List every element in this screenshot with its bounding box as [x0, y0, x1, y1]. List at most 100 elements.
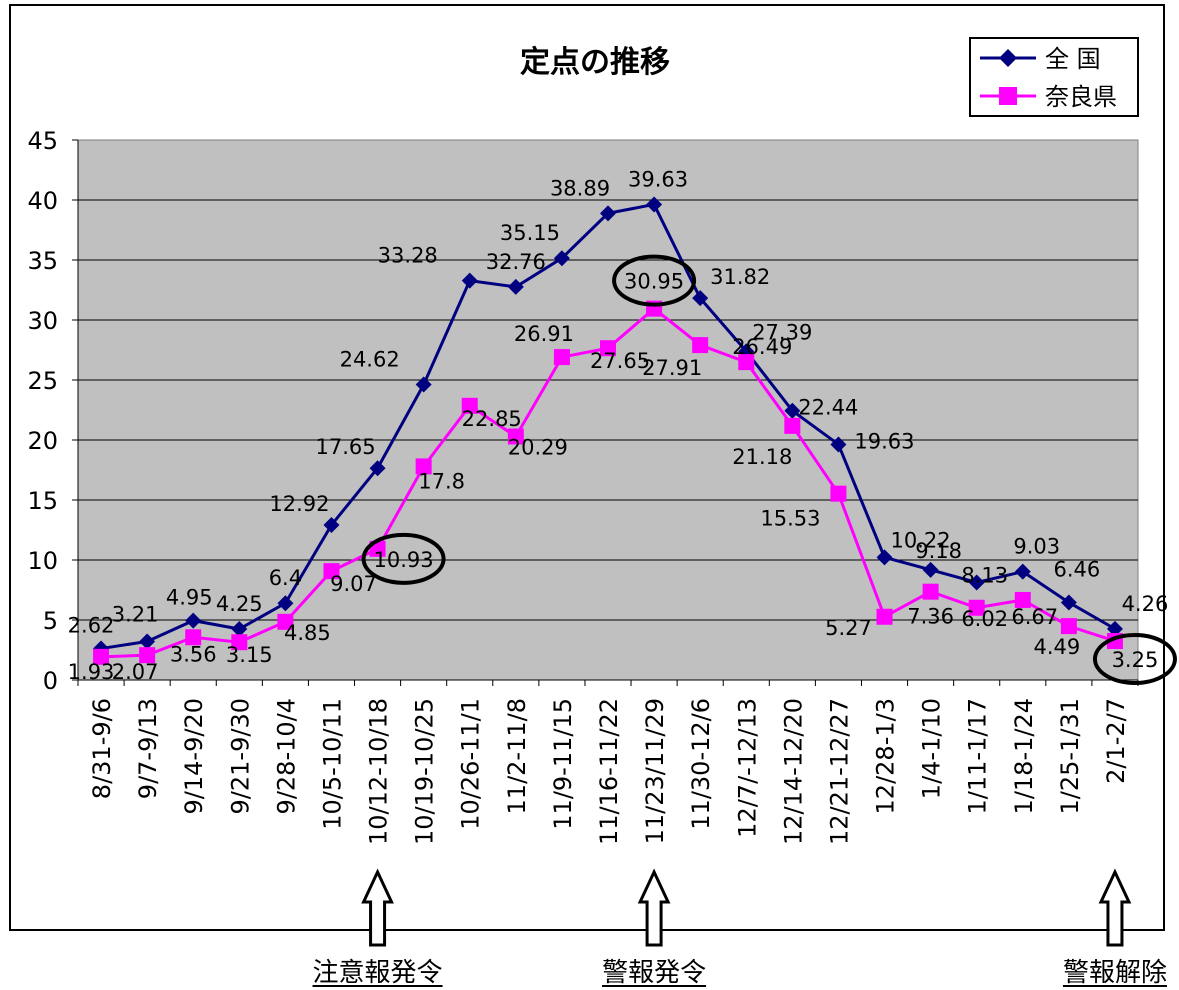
data-label: 39.63 — [628, 167, 688, 191]
x-tick-label: 11/30-12/6 — [687, 698, 715, 830]
annotation-label: 注意報発令 — [312, 958, 443, 988]
x-tick-label: 1/11-1/17 — [964, 698, 992, 814]
y-tick-label: 30 — [27, 307, 58, 335]
data-point-nara — [922, 583, 939, 600]
annotation-label: 警報解除 — [1062, 958, 1167, 988]
y-tick-label: 40 — [27, 187, 58, 215]
x-tick-label: 1/18-1/24 — [1010, 698, 1038, 814]
data-point-nara — [830, 485, 847, 502]
x-tick-label: 11/23/11/29 — [641, 698, 669, 844]
data-label: 3.15 — [226, 643, 273, 667]
x-tick-label: 12/21-12/27 — [825, 698, 853, 845]
data-point-nara — [692, 337, 709, 354]
data-label: 27.65 — [590, 349, 650, 373]
data-label: 5.27 — [825, 616, 872, 640]
data-point-national — [507, 278, 524, 295]
data-point-national — [415, 376, 432, 393]
data-label: 4.85 — [284, 621, 331, 645]
data-label: 4.26 — [1122, 592, 1169, 616]
data-point-national — [968, 574, 985, 591]
data-point-nara — [323, 563, 340, 580]
data-point-national — [922, 561, 939, 578]
data-point-national — [692, 290, 709, 307]
data-label: 9.03 — [1013, 535, 1060, 559]
up-arrow-icon — [637, 868, 671, 947]
data-point-nara — [507, 428, 524, 445]
data-label: 33.28 — [378, 244, 438, 268]
data-label: 6.02 — [961, 607, 1008, 631]
x-tick-label: 1/25-1/31 — [1056, 698, 1084, 814]
y-tick-label: 5 — [43, 607, 58, 635]
x-tick-label: 10/19-10/25 — [411, 698, 439, 845]
up-arrow-icon — [1098, 868, 1132, 947]
data-point-nara — [968, 599, 985, 616]
data-label: 8.13 — [961, 563, 1008, 587]
highlight-ellipse — [612, 254, 697, 307]
legend-label-nara: 奈良県 — [1045, 83, 1117, 111]
data-label: 32.76 — [486, 250, 546, 274]
data-point-nara — [738, 354, 755, 371]
x-tick-label: 11/2-11/8 — [503, 698, 531, 814]
x-tick-label: 11/9-11/15 — [549, 698, 577, 830]
data-point-national — [185, 612, 202, 629]
legend-diamond-marker — [999, 49, 1017, 67]
data-point-national — [323, 516, 340, 533]
x-tick-label: 12/7/-12/13 — [733, 698, 761, 838]
y-tick-label: 45 — [27, 127, 58, 155]
highlight-ellipse — [1092, 633, 1177, 685]
y-tick-label: 20 — [27, 427, 58, 455]
data-label: 4.49 — [1033, 635, 1080, 659]
data-point-national — [369, 460, 386, 477]
highlight-ellipse — [361, 532, 446, 585]
data-point-nara — [600, 340, 616, 357]
data-label: 38.89 — [550, 176, 610, 200]
data-point-nara — [1060, 618, 1077, 635]
data-point-national — [231, 621, 248, 637]
data-label: 1.93 — [68, 660, 115, 684]
data-label: 17.8 — [418, 469, 465, 493]
y-tick-label: 10 — [27, 547, 58, 575]
data-label: 26.91 — [514, 322, 574, 346]
x-tick-label: 9/21-9/30 — [226, 698, 254, 814]
data-point-national — [876, 549, 893, 566]
data-label: 6.46 — [1053, 557, 1100, 581]
data-label: 15.53 — [760, 507, 820, 531]
data-label: 9.07 — [330, 572, 377, 596]
data-label: 21.18 — [732, 445, 792, 469]
data-point-nara — [231, 634, 248, 651]
data-point-national — [784, 402, 801, 419]
data-label: 6.67 — [1011, 605, 1058, 629]
legend-square-marker — [999, 87, 1017, 105]
data-label: 30.95 — [624, 270, 684, 294]
data-label: 17.65 — [316, 435, 376, 459]
y-tick-label: 35 — [27, 247, 58, 275]
data-label: 9.18 — [915, 539, 962, 563]
data-point-nara — [93, 648, 110, 665]
data-label: 31.82 — [710, 265, 770, 289]
plot-area — [77, 139, 1139, 681]
data-label: 10.22 — [890, 528, 950, 552]
data-point-nara — [139, 647, 156, 664]
data-label: 22.44 — [798, 396, 858, 420]
data-label: 2.62 — [68, 614, 115, 638]
data-label: 35.15 — [500, 221, 560, 245]
data-label: 6.4 — [269, 566, 302, 590]
data-label: 26.49 — [732, 335, 792, 359]
data-point-nara — [784, 417, 801, 434]
data-label: 22.85 — [462, 407, 522, 431]
x-tick-label: 11/16-11/22 — [595, 698, 623, 845]
legend: 全 国 奈良県 — [969, 37, 1139, 117]
data-point-national — [1106, 620, 1123, 637]
legend-label-national: 全 国 — [1045, 45, 1101, 73]
data-label: 4.25 — [216, 592, 263, 616]
x-tick-label: 9/14-9/20 — [180, 698, 208, 814]
data-point-nara — [415, 458, 432, 475]
data-label: 3.21 — [112, 602, 159, 626]
data-point-nara — [553, 349, 570, 366]
x-tick-label: 1/4-1/10 — [918, 698, 946, 799]
x-tick-label: 10/26-11/1 — [457, 698, 485, 830]
data-point-nara — [1014, 591, 1031, 608]
data-point-nara — [185, 629, 202, 646]
data-label: 27.91 — [642, 356, 702, 380]
